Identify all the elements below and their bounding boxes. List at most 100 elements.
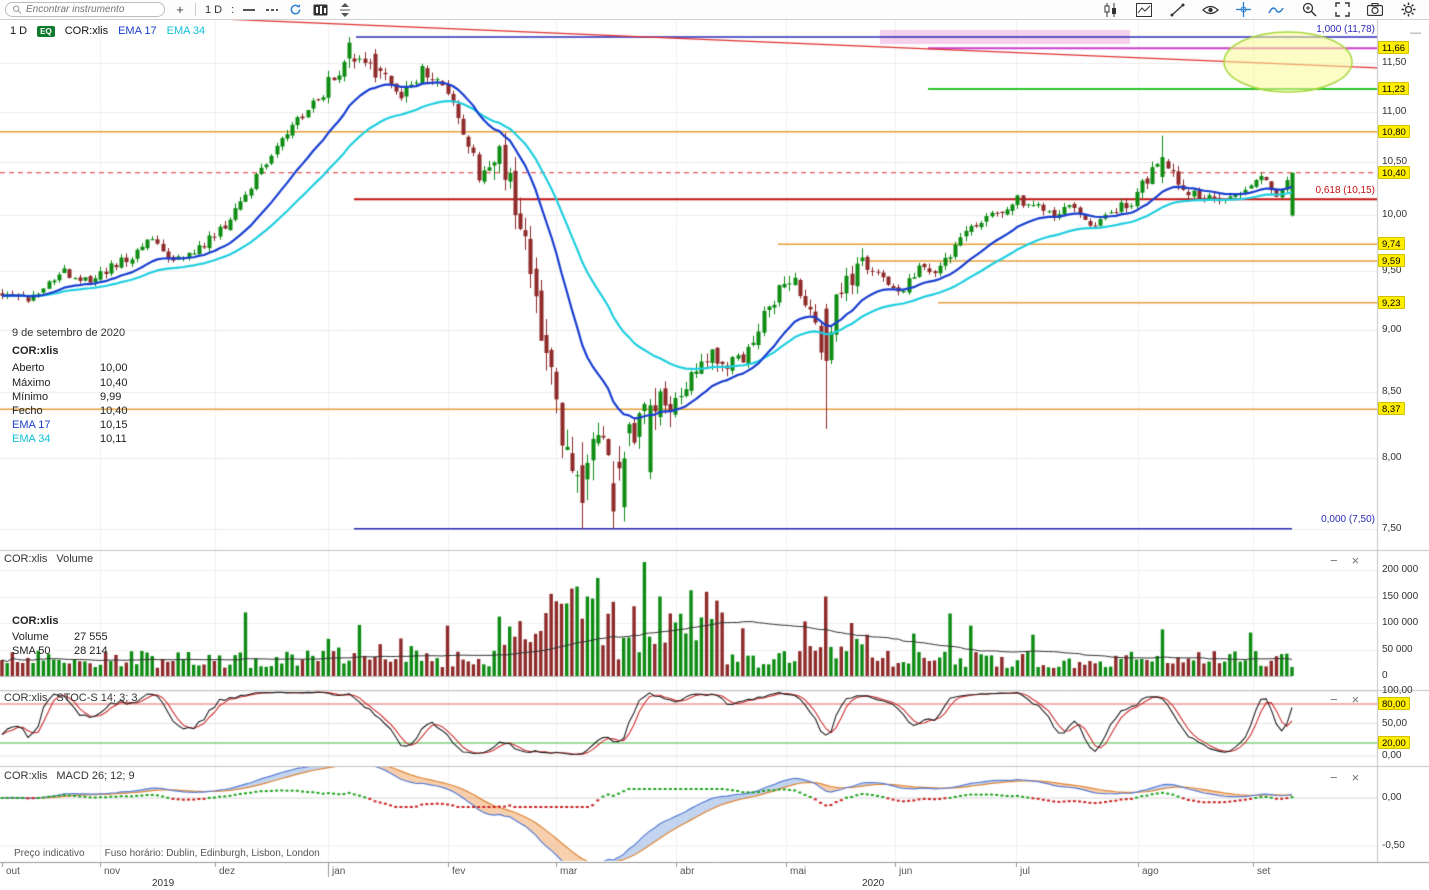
eye-icon (1201, 5, 1219, 14)
indicators-button[interactable] (1132, 1, 1156, 18)
macd-panel-symbol: COR:xlis (4, 770, 48, 782)
macd-panel-title: MACD 26; 12; 9 (56, 770, 135, 782)
legend-ema34[interactable]: EMA 34 (166, 25, 206, 37)
refresh-icon (290, 4, 301, 15)
tooltip-value: 10,40 (100, 405, 128, 418)
chart-legend: 1 D EQ COR:xlis EMA 17 EMA 34 (10, 25, 205, 37)
timeframe-button[interactable]: 1 D (205, 3, 223, 16)
tooltip-row: Fecho 10,40 (12, 404, 128, 418)
line-tool-icon (1170, 3, 1184, 16)
volume-value: 27 555 (74, 631, 108, 643)
tooltip-value: 10,11 (100, 433, 127, 446)
tooltip-row: Mínimo 9,99 (12, 390, 128, 404)
stochastic-panel-controls: − × (1330, 692, 1359, 707)
indicator-panels-icon (1136, 2, 1152, 17)
stochastic-panel-symbol: COR:xlis (4, 692, 48, 704)
search-input[interactable] (26, 4, 158, 15)
tooltip-label: Fecho (12, 405, 43, 418)
top-toolbar: + 1 D : (0, 0, 1429, 20)
style-separator: : (231, 3, 235, 16)
legend-symbol: COR:xlis (64, 25, 109, 37)
zoom-in-icon (1302, 2, 1317, 17)
dash-dashed-icon (266, 8, 279, 11)
search-icon (12, 5, 22, 14)
macd-panel-header: COR:xlis MACD 26; 12; 9 (4, 770, 135, 782)
zoom-in-button[interactable] (1297, 1, 1321, 18)
axis-options-button[interactable]: — (1410, 27, 1421, 39)
minimize-icon[interactable]: − (1330, 770, 1338, 785)
tooltip-date: 9 de setembro de 2020 (12, 327, 126, 339)
toolbar-divider (195, 3, 196, 16)
close-icon[interactable]: × (1351, 692, 1360, 707)
macd-panel-controls: − × (1330, 770, 1359, 785)
refresh-button[interactable] (287, 2, 304, 18)
volume-panel-header: COR:xlis Volume (4, 553, 93, 565)
tooltip-row: EMA 34 10,11 (12, 432, 128, 446)
stochastic-panel-title: STOC-S 14; 3; 3 (56, 692, 138, 704)
legend-ema17[interactable]: EMA 17 (118, 25, 157, 37)
crosshair-icon (1235, 2, 1251, 17)
volume-sma-label: SMA 50 (12, 645, 51, 657)
add-instrument-button[interactable]: + (172, 2, 188, 18)
chart-display-button[interactable] (311, 2, 330, 18)
row-height-button[interactable] (337, 2, 353, 18)
camera-icon (1367, 3, 1383, 16)
chart-type-button[interactable] (1099, 1, 1123, 18)
tooltip-label-ema34: EMA 34 (12, 433, 51, 446)
equity-type-badge: EQ (37, 25, 55, 37)
volume-overlay-row: SMA 50 28 214 (12, 644, 108, 658)
fullscreen-icon (1334, 2, 1350, 17)
close-icon[interactable]: × (1351, 553, 1360, 568)
volume-overlay-symbol: COR:xlis (12, 615, 59, 627)
freehand-draw-icon (1268, 7, 1284, 14)
tooltip-value: 10,00 (100, 362, 128, 375)
tooltip-value: 9,99 (100, 390, 122, 403)
volume-values-overlay: COR:xlis Volume 27 555 SMA 50 28 214 (12, 614, 108, 658)
crosshair-button[interactable] (1231, 1, 1255, 18)
tooltip-value: 10,40 (100, 376, 128, 389)
screenshot-button[interactable] (1363, 1, 1387, 18)
tooltip-row: Máximo 10,40 (12, 376, 128, 390)
toolbar-left-group: + 1 D : (5, 2, 353, 18)
stochastic-panel-header: COR:xlis STOC-S 14; 3; 3 (4, 692, 138, 704)
line-tool-button[interactable] (1165, 1, 1189, 18)
close-icon[interactable]: × (1351, 770, 1360, 785)
settings-gear-icon (1401, 2, 1415, 17)
fullscreen-button[interactable] (1330, 1, 1354, 18)
legend-timeframe: 1 D (10, 25, 28, 37)
candle-display-icon (313, 4, 328, 15)
freehand-draw-button[interactable] (1264, 1, 1288, 18)
volume-panel-title: Volume (56, 553, 94, 565)
volume-sma-value: 28 214 (74, 645, 108, 657)
candlestick-chart-icon (1104, 2, 1116, 17)
fib-label-0000: 0,000 (7,50) (1321, 514, 1375, 525)
minimize-icon[interactable]: − (1330, 553, 1338, 568)
toolbar-right-group (1099, 1, 1424, 18)
line-style-dashed-button[interactable] (264, 2, 280, 18)
tooltip-label: Máximo (12, 376, 51, 389)
minimize-icon[interactable]: − (1330, 692, 1338, 707)
ohlc-tooltip: 9 de setembro de 2020 COR:xlis Aberto 10,… (12, 326, 128, 447)
fib-label-0618: 0,618 (10,15) (1315, 185, 1376, 196)
footer-note: Preço indicativo Fuso horário: Dublin, E… (14, 848, 320, 859)
tooltip-label-ema17: EMA 17 (12, 419, 51, 432)
tooltip-row: EMA 17 10,15 (12, 418, 128, 432)
settings-button[interactable] (1396, 1, 1420, 18)
tooltip-symbol: COR:xlis (12, 345, 59, 358)
instrument-search (5, 2, 165, 17)
dash-solid-icon (243, 8, 256, 11)
tooltip-label: Mínimo (12, 390, 49, 403)
line-style-solid-button[interactable] (241, 2, 257, 18)
volume-label: Volume (12, 631, 49, 643)
volume-overlay-row: Volume 27 555 (12, 630, 108, 644)
visibility-button[interactable] (1198, 1, 1222, 18)
volume-panel-symbol: COR:xlis (4, 553, 48, 565)
price-indicative-note: Preço indicativo (14, 848, 85, 859)
volume-panel-controls: − × (1330, 553, 1359, 568)
row-height-icon (340, 2, 351, 17)
fib-label-1000: 1,000 (11,78) (1316, 24, 1375, 35)
tooltip-label: Aberto (12, 362, 45, 375)
tooltip-value: 10,15 (100, 419, 128, 432)
